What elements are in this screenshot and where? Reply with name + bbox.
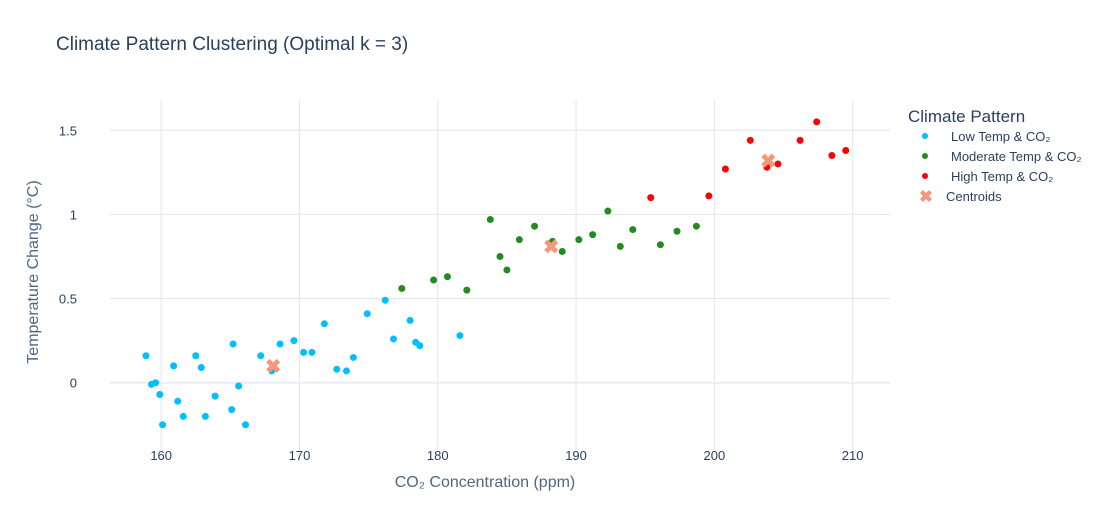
- data-point: [159, 421, 167, 429]
- data-point: [152, 379, 160, 387]
- data-point: [463, 286, 471, 294]
- legend-item: Centroids: [920, 189, 1002, 204]
- data-point: [390, 335, 398, 343]
- data-point: [575, 236, 583, 244]
- x-axis-title: CO₂ Concentration (ppm): [395, 474, 576, 491]
- data-point: [692, 222, 700, 230]
- y-tick-label: 1.5: [59, 123, 77, 138]
- legend-label: Centroids: [946, 189, 1002, 204]
- x-tick-label: 200: [704, 448, 726, 463]
- plot-area: [142, 118, 850, 429]
- data-point: [486, 215, 494, 223]
- data-point: [813, 118, 821, 126]
- data-point: [333, 365, 341, 373]
- x-tick-label: 190: [565, 448, 587, 463]
- data-point: [673, 227, 681, 235]
- y-tick-label: 1: [70, 207, 77, 222]
- data-point: [589, 231, 597, 239]
- data-point: [242, 421, 250, 429]
- data-point: [142, 352, 150, 360]
- legend-label: Moderate Temp & CO₂: [951, 149, 1082, 164]
- x-tick-label: 160: [150, 448, 172, 463]
- y-tick-label: 0: [70, 376, 77, 391]
- series-2: [647, 118, 850, 202]
- data-point: [228, 406, 236, 414]
- series-1: [398, 207, 700, 294]
- series-0: [142, 296, 464, 429]
- data-point: [496, 252, 504, 260]
- data-point: [174, 397, 182, 405]
- data-point: [531, 222, 539, 230]
- data-point: [398, 284, 406, 292]
- data-point: [229, 340, 237, 348]
- y-axis-ticks: 0 0.5 1 1.5: [59, 123, 77, 390]
- data-point: [842, 146, 850, 154]
- data-point: [320, 320, 328, 328]
- data-point: [342, 367, 350, 375]
- x-tick-label: 210: [842, 448, 864, 463]
- data-point: [381, 296, 389, 304]
- chart-title: Climate Pattern Clustering (Optimal k = …: [56, 34, 408, 55]
- data-point: [349, 353, 357, 361]
- data-point: [416, 342, 424, 350]
- legend-label: Low Temp & CO₂: [951, 129, 1050, 144]
- data-point: [406, 316, 414, 324]
- x-tick-label: 170: [289, 448, 311, 463]
- data-point: [276, 340, 284, 348]
- x-axis-ticks: 160 170 180 190 200 210: [150, 448, 863, 463]
- x-tick-label: 180: [427, 448, 449, 463]
- data-point: [156, 390, 164, 398]
- data-point: [300, 348, 308, 356]
- data-point: [503, 266, 511, 274]
- legend-marker: [922, 133, 928, 139]
- data-point: [179, 412, 187, 420]
- data-point: [515, 236, 523, 244]
- data-point: [197, 364, 205, 372]
- data-point: [192, 352, 200, 360]
- data-point: [616, 242, 624, 250]
- centroid-marker: [266, 358, 281, 373]
- y-axis-title: Temperature Change (°C): [25, 180, 42, 363]
- legend-title: Climate Pattern: [908, 107, 1025, 126]
- data-point: [456, 332, 464, 340]
- data-point: [290, 337, 298, 345]
- data-point: [430, 276, 438, 284]
- data-point: [629, 226, 637, 234]
- data-point: [828, 152, 836, 160]
- legend-item: Moderate Temp & CO₂: [922, 149, 1082, 164]
- data-point: [201, 412, 209, 420]
- legend-item: Low Temp & CO₂: [922, 129, 1050, 144]
- data-point: [656, 241, 664, 249]
- data-point: [211, 392, 219, 400]
- data-point: [257, 352, 265, 360]
- data-point: [235, 382, 243, 390]
- data-point: [604, 207, 612, 215]
- legend-marker: [922, 173, 928, 179]
- data-point: [796, 136, 804, 144]
- data-point: [705, 192, 713, 200]
- series-3: [266, 153, 776, 373]
- data-point: [721, 165, 729, 173]
- legend-label: High Temp & CO₂: [951, 169, 1053, 184]
- data-point: [170, 362, 178, 370]
- data-point: [774, 160, 782, 168]
- data-point: [558, 247, 566, 255]
- data-point: [308, 348, 316, 356]
- data-point: [443, 273, 451, 281]
- grid-lines: [110, 100, 890, 450]
- legend-centroid-icon: [920, 190, 932, 202]
- data-point: [363, 310, 371, 318]
- legend-item: High Temp & CO₂: [922, 169, 1053, 184]
- legend: Climate Pattern Low Temp & CO₂ Moderate T…: [908, 107, 1082, 204]
- y-tick-label: 0.5: [59, 292, 77, 307]
- data-point: [647, 194, 655, 202]
- centroid-marker: [761, 153, 776, 168]
- legend-marker: [922, 153, 928, 159]
- data-point: [746, 136, 754, 144]
- centroid-marker: [544, 239, 559, 254]
